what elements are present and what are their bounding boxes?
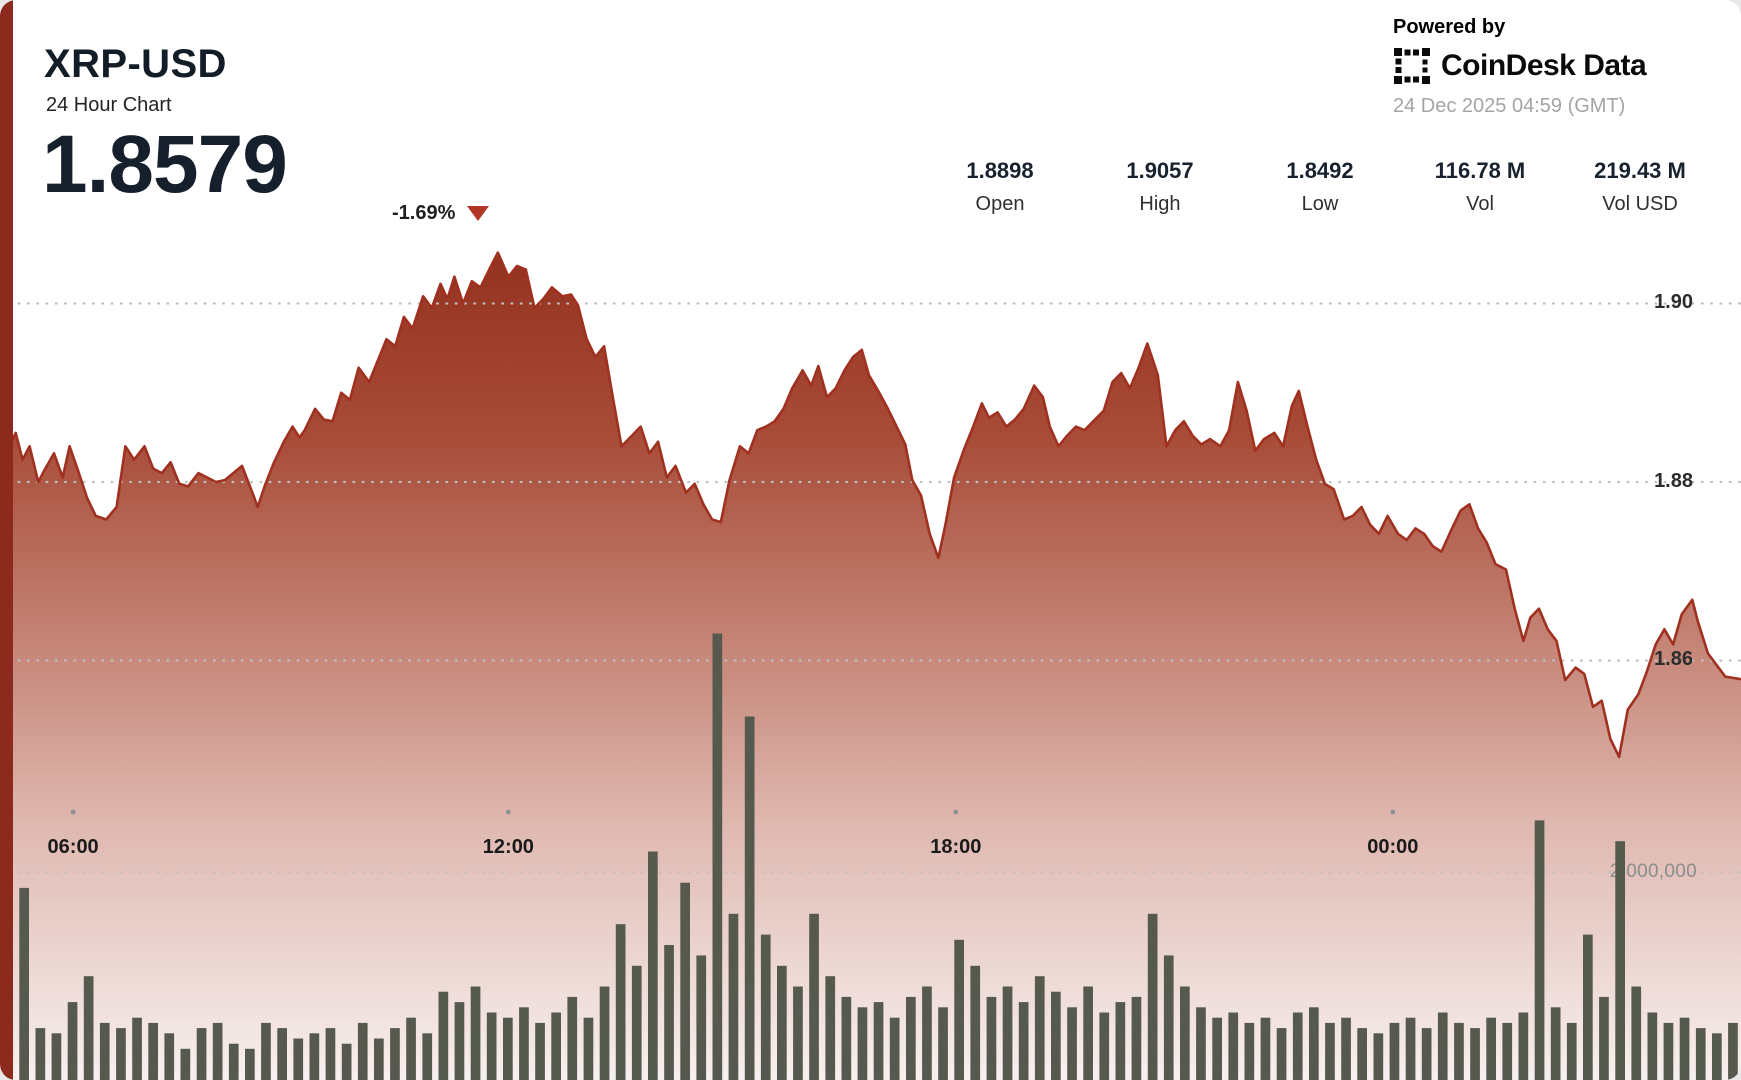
stat-open-value: 1.8898 <box>966 158 1034 183</box>
chart-subtitle: 24 Hour Chart <box>46 94 172 116</box>
price-tick-1-90: 1.90 <box>1654 291 1693 313</box>
stat-vol-usd-value: 219.43 M <box>1594 158 1686 183</box>
stat-open-label: Open <box>975 193 1025 215</box>
coindesk-logo-icon <box>1394 48 1430 84</box>
price-tick-1-86: 1.86 <box>1654 648 1693 670</box>
brand-name: CoinDesk Data <box>1441 49 1647 82</box>
stat-high: 1.9057 High <box>1080 158 1240 216</box>
volume-axis-label: 2,000,000 <box>1609 861 1697 882</box>
time-label-0600: 06:00 <box>47 836 99 858</box>
branding-block: Powered by CoinDesk Data 24 Dec 2025 04:… <box>1393 16 1705 118</box>
stat-low-value: 1.8492 <box>1286 158 1354 183</box>
price-change: -1.69% <box>392 202 490 225</box>
time-label-0000: 00:00 <box>1367 836 1419 858</box>
stat-vol-usd: 219.43 M Vol USD <box>1560 158 1720 216</box>
current-price: 1.8579 <box>42 119 288 210</box>
stat-low: 1.8492 Low <box>1240 158 1400 216</box>
stat-vol-label: Vol <box>1466 193 1494 215</box>
powered-by-label: Powered by <box>1393 16 1506 38</box>
stat-high-value: 1.9057 <box>1126 158 1194 183</box>
time-label-1800: 18:00 <box>930 836 982 858</box>
stat-vol: 116.78 M Vol <box>1400 158 1560 216</box>
down-triangle-icon <box>467 206 490 221</box>
stat-vol-usd-label: Vol USD <box>1602 193 1678 215</box>
price-change-percent: -1.69% <box>392 202 456 224</box>
time-label-1200: 12:00 <box>482 836 534 858</box>
timestamp: 24 Dec 2025 04:59 (GMT) <box>1393 95 1626 117</box>
stats-row: 1.8898 Open 1.9057 High 1.8492 Low 116.7… <box>920 158 1720 216</box>
price-tick-1-88: 1.88 <box>1654 470 1693 492</box>
page-title: XRP-USD <box>44 42 227 86</box>
stat-low-label: Low <box>1301 193 1339 215</box>
stat-vol-value: 116.78 M <box>1434 158 1526 183</box>
stat-high-label: High <box>1139 193 1181 215</box>
left-accent-strip <box>0 0 13 1080</box>
stat-open: 1.8898 Open <box>920 158 1080 216</box>
